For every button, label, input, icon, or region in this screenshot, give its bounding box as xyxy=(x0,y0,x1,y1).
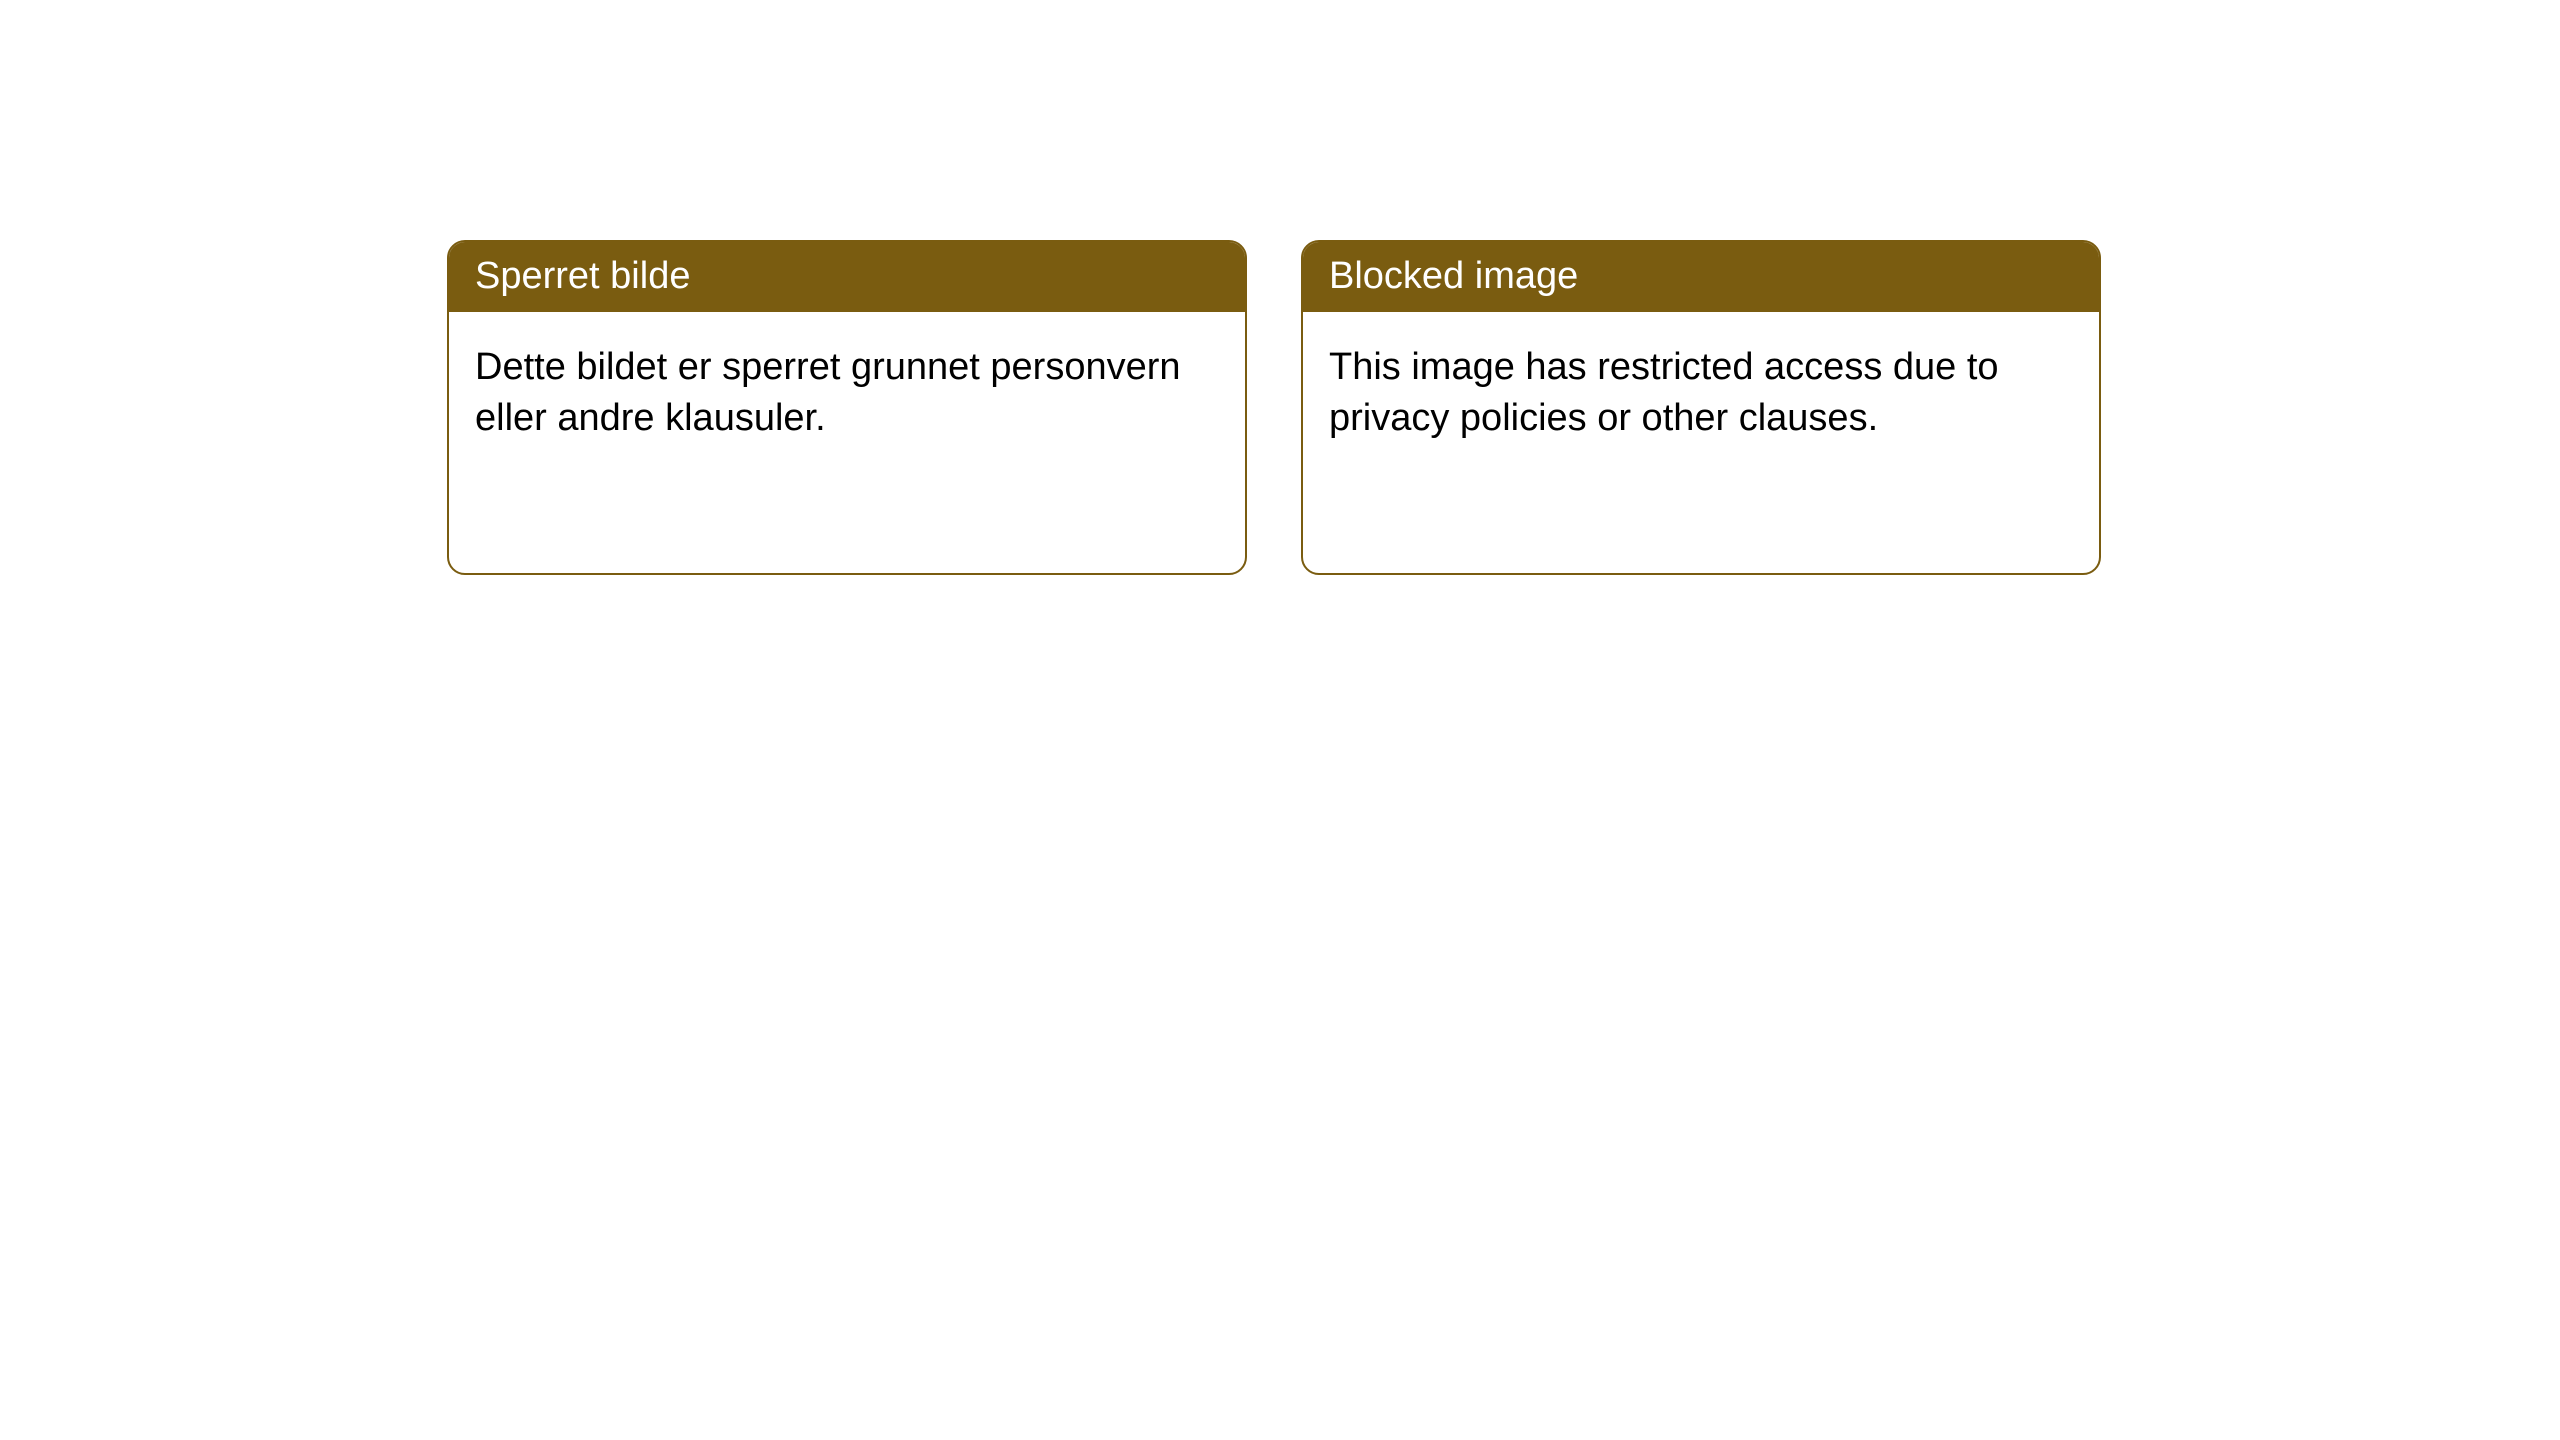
notice-body: This image has restricted access due to … xyxy=(1303,312,2099,475)
notice-card-english: Blocked image This image has restricted … xyxy=(1301,240,2101,575)
notice-card-norwegian: Sperret bilde Dette bildet er sperret gr… xyxy=(447,240,1247,575)
notice-header: Blocked image xyxy=(1303,242,2099,312)
notice-body: Dette bildet er sperret grunnet personve… xyxy=(449,312,1245,475)
notice-container: Sperret bilde Dette bildet er sperret gr… xyxy=(447,240,2101,575)
notice-header: Sperret bilde xyxy=(449,242,1245,312)
